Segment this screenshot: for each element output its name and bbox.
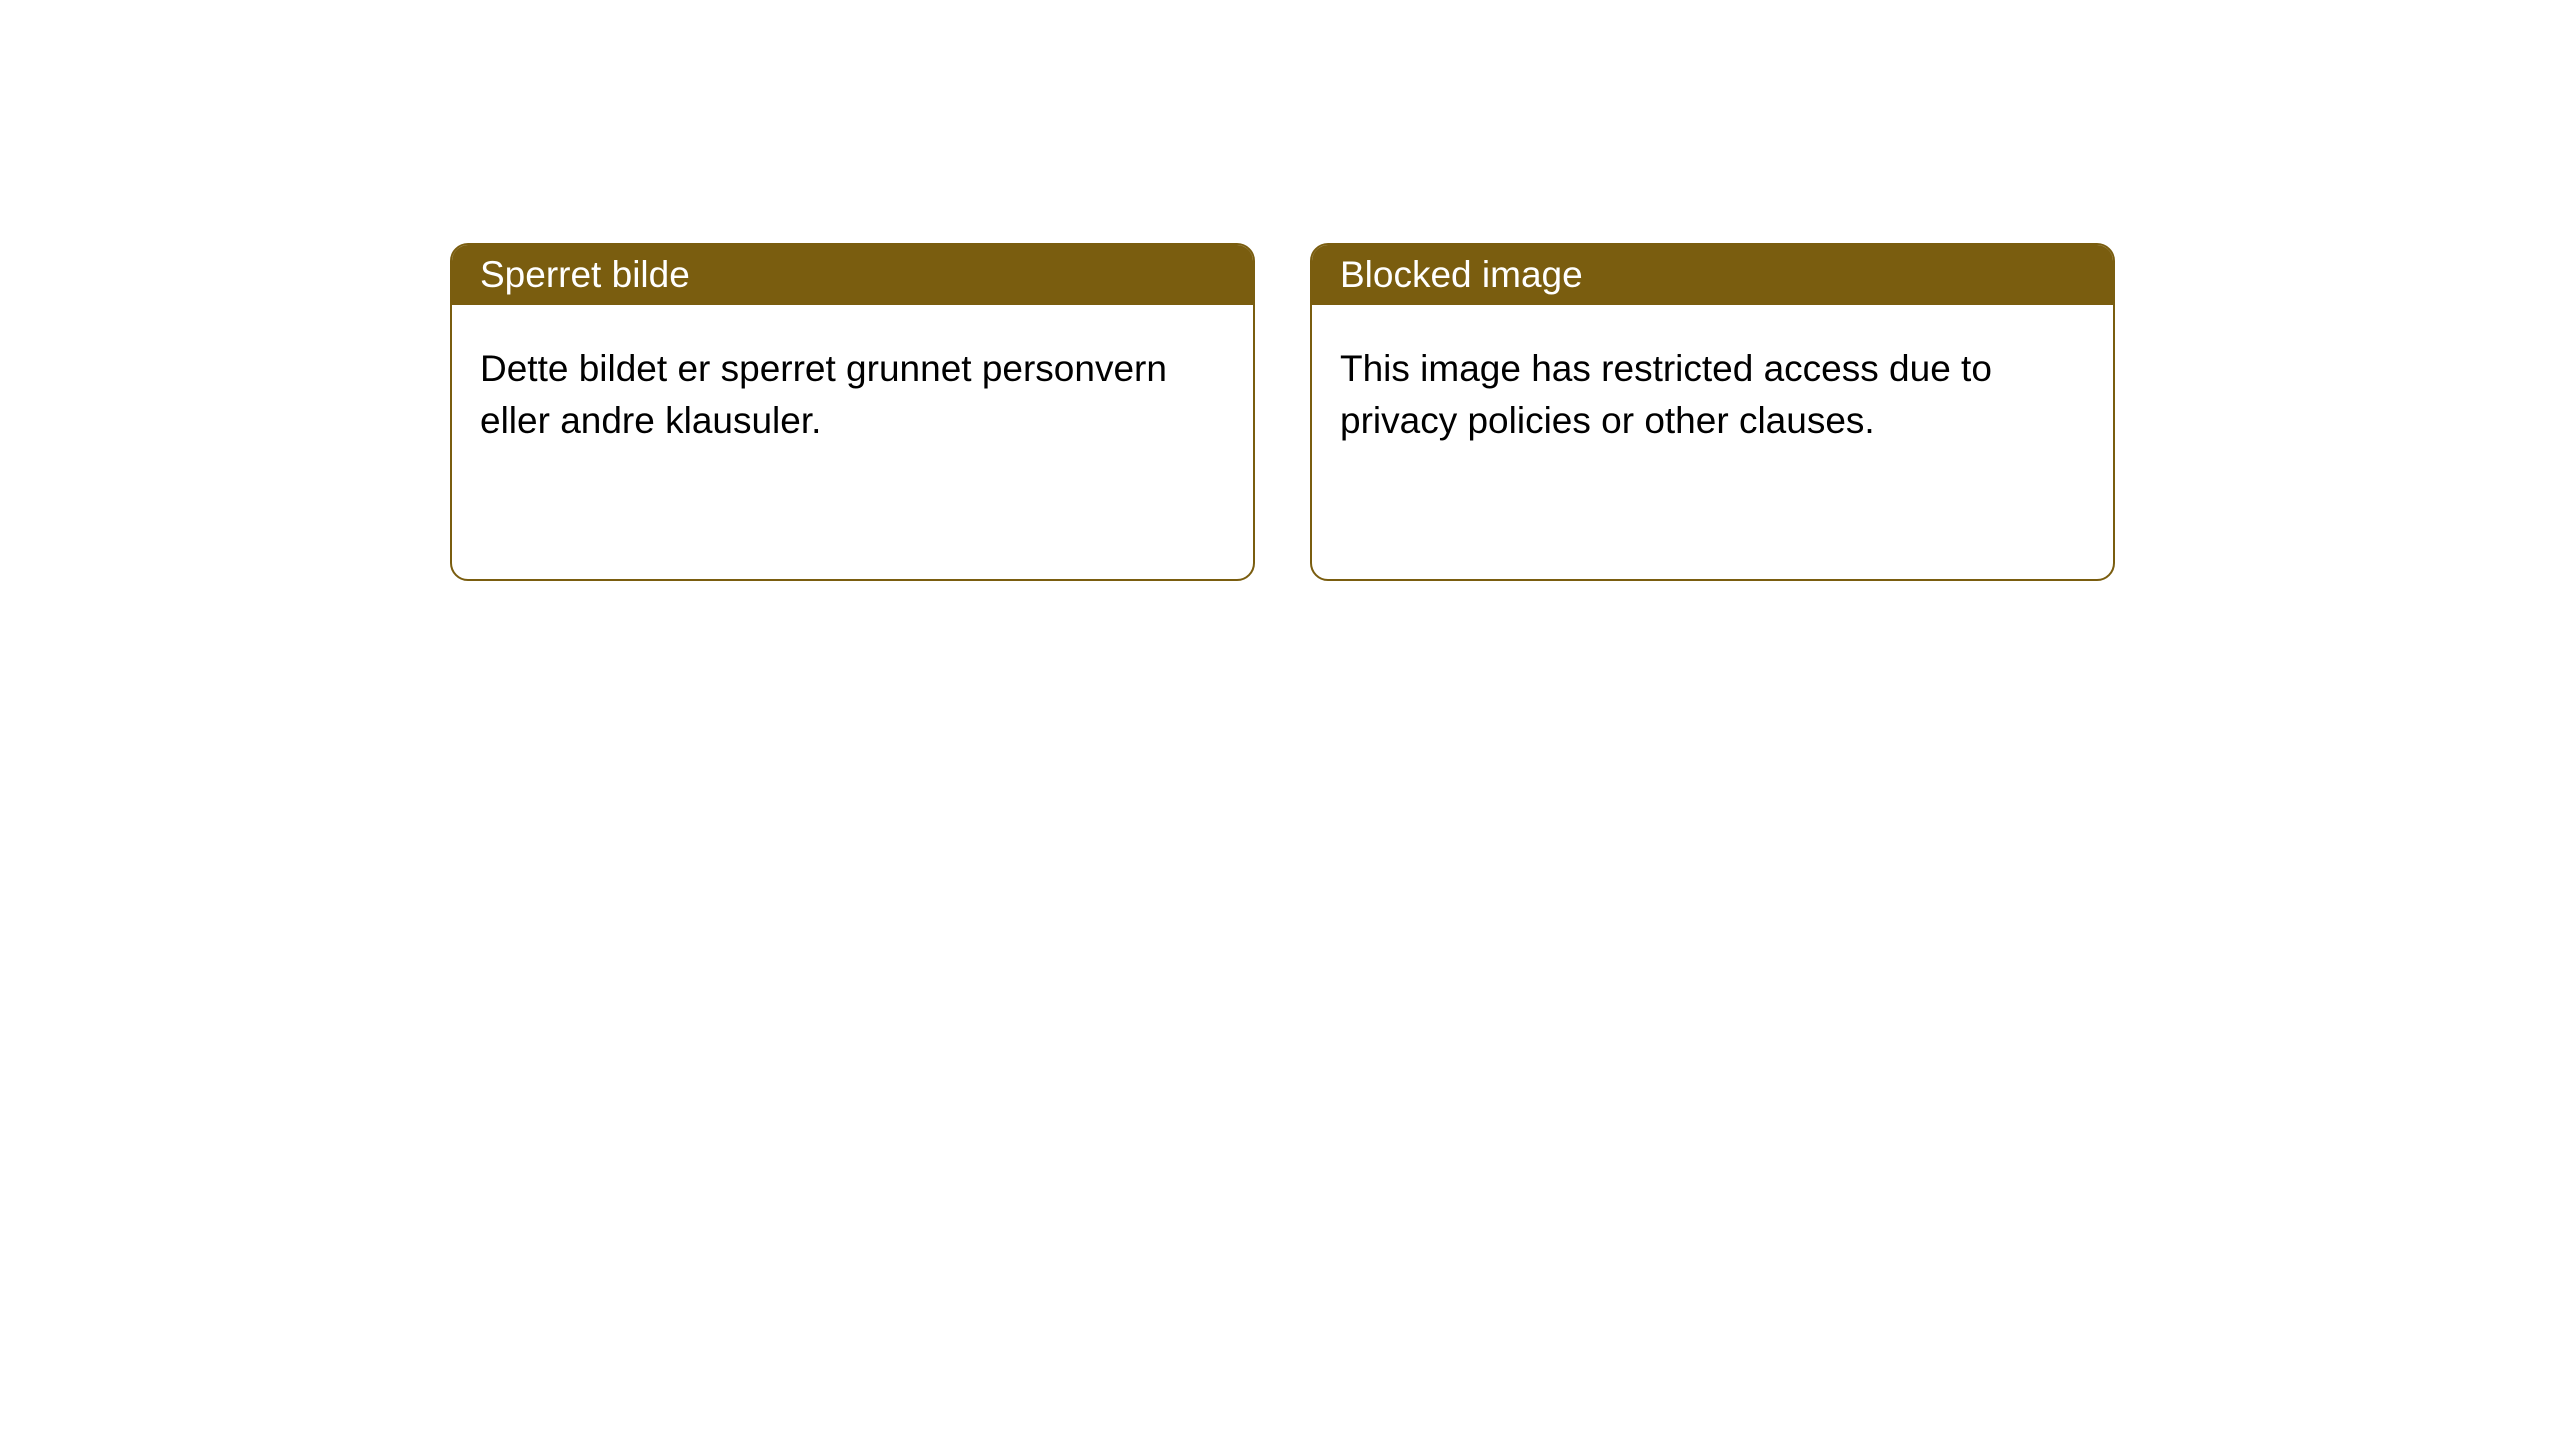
card-header: Blocked image: [1312, 245, 2113, 305]
card-title: Sperret bilde: [480, 254, 690, 296]
blocked-image-card-norwegian: Sperret bilde Dette bildet er sperret gr…: [450, 243, 1255, 581]
card-body: This image has restricted access due to …: [1312, 305, 2113, 485]
card-body: Dette bildet er sperret grunnet personve…: [452, 305, 1253, 485]
card-header: Sperret bilde: [452, 245, 1253, 305]
blocked-image-card-english: Blocked image This image has restricted …: [1310, 243, 2115, 581]
card-title: Blocked image: [1340, 254, 1583, 296]
cards-container: Sperret bilde Dette bildet er sperret gr…: [0, 0, 2560, 581]
card-message: Dette bildet er sperret grunnet personve…: [480, 348, 1167, 441]
card-message: This image has restricted access due to …: [1340, 348, 1992, 441]
